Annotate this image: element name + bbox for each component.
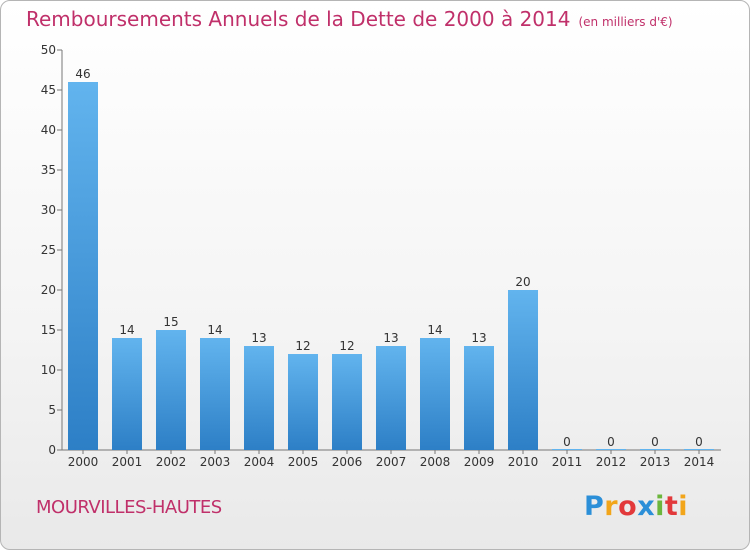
commune-name: MOURVILLES-HAUTES — [36, 497, 222, 518]
y-tick-label: 40 — [41, 123, 56, 137]
x-tick-label: 2008 — [420, 455, 451, 469]
y-tick-label: 25 — [41, 243, 56, 257]
bar-value-label: 14 — [427, 323, 442, 337]
bar-value-label: 13 — [471, 331, 486, 345]
logo-letter: i — [655, 491, 665, 522]
bar — [464, 346, 494, 450]
bar — [288, 354, 318, 450]
bar-value-label: 46 — [75, 67, 90, 81]
chart-title-text: Remboursements Annuels de la Dette de 20… — [26, 7, 571, 31]
bar-value-label: 0 — [651, 435, 659, 449]
bar — [332, 354, 362, 450]
x-tick-label: 2001 — [112, 455, 143, 469]
x-tick-label: 2003 — [200, 455, 231, 469]
x-tick-label: 2011 — [552, 455, 583, 469]
proxiti-logo[interactable]: Proxiti — [584, 491, 688, 522]
bar-value-label: 20 — [515, 275, 530, 289]
bar-value-label: 12 — [295, 339, 310, 353]
logo-letter: x — [637, 491, 656, 522]
bar-value-label: 0 — [563, 435, 571, 449]
bar-value-label: 0 — [695, 435, 703, 449]
x-tick-label: 2010 — [508, 455, 539, 469]
bar — [156, 330, 186, 450]
logo-letter: r — [604, 491, 619, 522]
logo-letter: i — [678, 491, 689, 522]
y-tick-label: 10 — [41, 363, 56, 377]
bar-value-label: 13 — [383, 331, 398, 345]
bar — [508, 290, 538, 450]
bar-value-label: 0 — [607, 435, 615, 449]
x-tick-label: 2013 — [640, 455, 671, 469]
bar-value-label: 15 — [163, 315, 178, 329]
x-tick-label: 2012 — [596, 455, 627, 469]
x-tick-label: 2000 — [68, 455, 99, 469]
y-tick-label: 20 — [41, 283, 56, 297]
x-tick-label: 2004 — [244, 455, 275, 469]
y-tick-label: 45 — [41, 83, 56, 97]
y-tick-label: 15 — [41, 323, 56, 337]
x-tick-label: 2014 — [684, 455, 715, 469]
logo-letter: t — [664, 491, 679, 522]
bar — [68, 82, 98, 450]
y-tick-label: 50 — [41, 43, 56, 57]
chart-unit: (en milliers d'€) — [578, 15, 673, 29]
y-tick-label: 35 — [41, 163, 56, 177]
y-tick-label: 30 — [41, 203, 56, 217]
bar-value-label: 13 — [251, 331, 266, 345]
x-tick-label: 2005 — [288, 455, 319, 469]
logo-letter: o — [618, 491, 638, 522]
bar — [200, 338, 230, 450]
y-tick-label: 0 — [48, 443, 56, 457]
logo-letter: P — [584, 491, 605, 522]
bar — [420, 338, 450, 450]
bar-value-label: 14 — [207, 323, 222, 337]
bar — [376, 346, 406, 450]
bar — [244, 346, 274, 450]
bar — [112, 338, 142, 450]
x-tick-label: 2002 — [156, 455, 187, 469]
x-tick-label: 2007 — [376, 455, 407, 469]
bar-value-label: 12 — [339, 339, 354, 353]
chart-title: Remboursements Annuels de la Dette de 20… — [26, 7, 673, 31]
y-tick-label: 5 — [48, 403, 56, 417]
x-tick-label: 2009 — [464, 455, 495, 469]
bar-value-label: 14 — [119, 323, 134, 337]
x-tick-label: 2006 — [332, 455, 363, 469]
